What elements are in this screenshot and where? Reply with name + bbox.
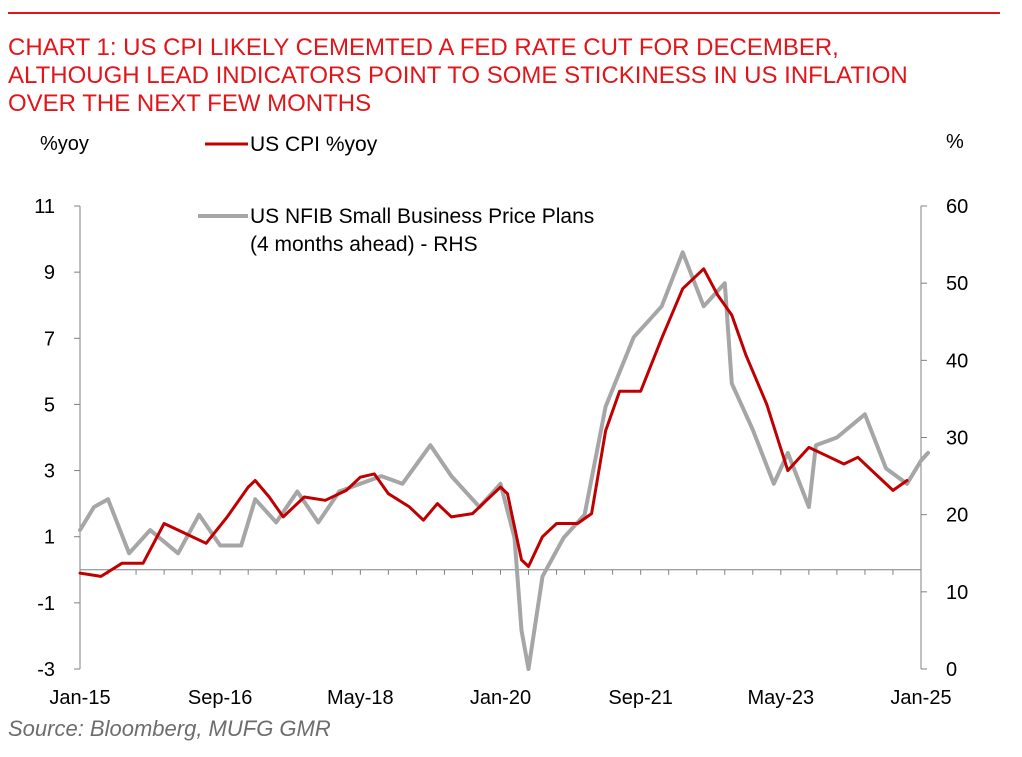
chart-title-line-2: ALTHOUGH LEAD INDICATORS POINT TO SOME S… [8, 62, 908, 89]
right-tick-label: 40 [946, 350, 968, 372]
chart-legend: US CPI %yoy US NFIB Small Business Price … [198, 133, 594, 256]
right-axis-unit: % [946, 131, 964, 153]
left-tick-label: 11 [34, 196, 55, 218]
left-tick-label: 3 [44, 461, 55, 483]
chart-title-line-1: CHART 1: US CPI LIKELY CEMEMTED A FED RA… [8, 34, 839, 61]
right-tick-label: 30 [946, 428, 968, 450]
top-rule [8, 12, 1000, 14]
chart-series [78, 250, 930, 671]
left-tick-label: -3 [37, 659, 55, 681]
legend-label-nfib-line-1: US NFIB Small Business Price Plans [250, 205, 594, 228]
legend-label-cpi: US CPI %yoy [250, 133, 378, 156]
x-tick-label: Jan-20 [470, 687, 531, 709]
right-tick-label: 10 [946, 582, 968, 604]
x-tick-label: Jan-15 [49, 687, 110, 709]
x-tick-label: Sep-16 [188, 687, 253, 709]
source-note: Source: Bloomberg, MUFG GMR [8, 716, 331, 741]
right-tick-label: 0 [946, 659, 957, 681]
chart-title: CHART 1: US CPI LIKELY CEMEMTED A FED RA… [8, 34, 1008, 118]
cpi-line [78, 267, 909, 578]
chart-axes: -3 -1 1 3 5 7 9 11 0 10 20 30 40 50 60 Jan-15 Sep-16 May-… [34, 131, 968, 709]
left-tick-label: 9 [44, 262, 55, 284]
x-tick-label: May-18 [327, 687, 394, 709]
right-tick-label: 20 [946, 505, 968, 527]
left-tick-label: 1 [44, 527, 55, 549]
left-tick-label: 7 [44, 328, 55, 350]
nfib-price-plans-line [78, 250, 930, 671]
left-axis-unit: %yoy [40, 133, 89, 155]
legend-label-nfib-line-2: (4 months ahead) - RHS [250, 233, 478, 256]
right-tick-label: 50 [946, 273, 968, 295]
chart-title-line-3: OVER THE NEXT FEW MONTHS [8, 90, 372, 117]
left-tick-label: -1 [37, 593, 55, 615]
right-tick-label: 60 [946, 196, 968, 218]
x-tick-label: Jan-25 [890, 687, 951, 709]
x-tick-label: May-23 [747, 687, 814, 709]
left-tick-label: 5 [44, 394, 55, 416]
x-tick-label: Sep-21 [608, 687, 673, 709]
